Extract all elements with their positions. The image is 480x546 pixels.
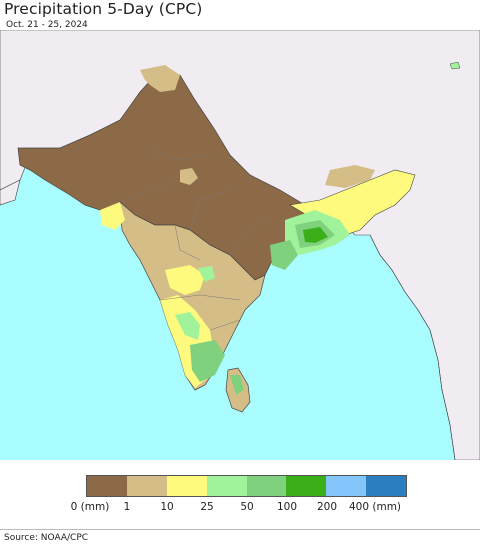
precipitation-map [0,30,480,460]
legend-tick-10: 10 [160,501,174,513]
legend-swatch-1 [126,476,167,496]
legend-swatch-3 [206,476,247,496]
island-speck [449,61,461,70]
legend-swatch-7 [366,476,406,496]
precipitation-legend [86,475,407,497]
legend-tick-200: 200 [316,501,338,513]
source-credit: Source: NOAA/CPC [4,533,89,543]
legend-tick-50: 50 [240,501,254,513]
myanmar-coast [369,234,456,460]
sri-lanka-green [230,375,244,395]
region-tan-spot [180,168,198,185]
legend-tick-400: 400 (mm) [348,501,402,513]
region-bengal-darkgreen [303,227,328,243]
legend-tick-100: 100 [276,501,298,513]
state-boundaries [119,149,271,331]
region-gujarat-yellow [100,202,125,230]
west-land [0,179,21,206]
map-title: Precipitation 5-Day (CPC) [4,0,203,18]
region-central-green [198,266,215,282]
region-east-tan [325,165,375,188]
region-south-green [190,340,225,382]
legend-tick-1: 1 [123,501,131,513]
legend-unit-label: 0 (mm) [70,501,110,513]
region-tan-north [140,65,180,92]
legend-swatch-2 [166,476,207,496]
region-east-coast-green [270,240,298,270]
legend-swatch-0 [87,476,127,496]
legend-swatch-4 [246,476,287,496]
date-range: Oct. 21 - 25, 2024 [6,20,88,30]
footer [0,529,480,546]
region-central-yellow [165,265,205,295]
region-southwest-green [175,312,200,340]
legend-swatch-5 [286,476,327,496]
legend-tick-25: 25 [200,501,214,513]
legend-swatch-6 [326,476,367,496]
